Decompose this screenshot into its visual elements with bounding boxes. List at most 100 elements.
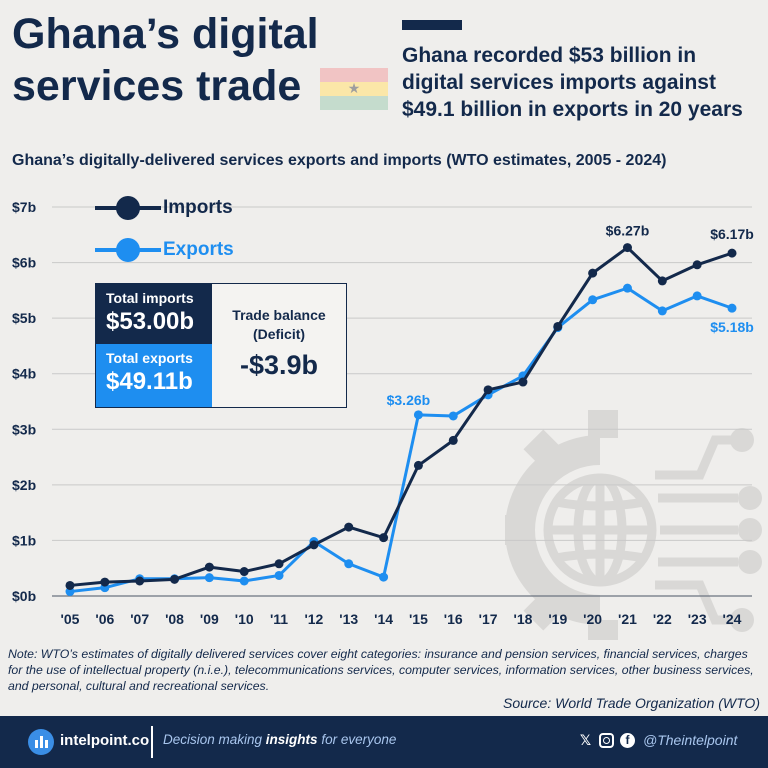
footer-bar: intelpoint.co Decision making insights f… [0, 716, 768, 768]
line-chart: $0b $1b $2b $3b $4b $5b $6b $7b '05 '06 '07 '08 '09… [12, 199, 762, 640]
data-point-exports [204, 573, 214, 583]
data-point-exports [448, 411, 458, 421]
totals-box: Total imports $53.00b Total exports $49.… [95, 283, 347, 408]
total-imports-label: Total imports [106, 290, 194, 306]
x-tick-label: '24 [723, 611, 742, 627]
social-links: 𝕏 f @Theintelpoint [578, 731, 738, 749]
x-tick-label: '15 [409, 611, 428, 627]
source-credit: Source: World Trade Organization (WTO) [502, 695, 760, 711]
x-tick-label: '07 [130, 611, 149, 627]
x-tick-label: '11 [270, 611, 288, 627]
intelpoint-logo-icon [28, 729, 54, 755]
subtitle: Ghana recorded $53 billion in digital se… [402, 44, 743, 121]
y-tick-label: $2b [12, 477, 36, 493]
x-tick-label: '22 [653, 611, 672, 627]
data-point-exports [379, 572, 389, 582]
x-tick-label: '12 [304, 611, 323, 627]
x-icon[interactable]: 𝕏 [579, 731, 592, 748]
main-title: Ghana’s digital services trade [12, 10, 319, 110]
x-tick-label: '20 [583, 611, 602, 627]
data-point-imports [100, 577, 110, 587]
data-point-imports [588, 268, 598, 278]
total-exports-value: $49.11b [106, 368, 193, 395]
y-tick-label: $0b [12, 588, 36, 604]
x-tick-label: '14 [374, 611, 393, 627]
y-tick-label: $5b [12, 310, 36, 326]
data-point-imports [553, 321, 563, 331]
x-tick-label: '10 [235, 611, 254, 627]
x-tick-label: '16 [444, 611, 463, 627]
subtitle-accent-bar [402, 20, 462, 30]
x-tick-label: '06 [95, 611, 114, 627]
data-point-imports [239, 567, 249, 577]
chart-title: Ghana’s digitally-delivered services exp… [12, 152, 667, 169]
total-exports-label: Total exports [106, 350, 193, 366]
total-imports-panel: Total imports $53.00b [96, 284, 212, 344]
data-point-imports [518, 377, 528, 387]
x-tick-label: '23 [688, 611, 707, 627]
data-point-imports [379, 533, 389, 543]
x-tick-label: '08 [165, 611, 184, 627]
data-point-exports [657, 306, 667, 316]
data-point-exports [274, 570, 284, 580]
data-label: $6.17b [710, 226, 754, 242]
star-icon: ★ [347, 80, 361, 96]
y-tick-label: $7b [12, 199, 36, 215]
facebook-icon[interactable]: f [620, 732, 635, 748]
legend-marker-exports [116, 238, 140, 262]
x-tick-label: '13 [339, 611, 358, 627]
data-point-imports [135, 576, 145, 586]
data-point-imports [170, 574, 180, 584]
series-line-imports [69, 246, 733, 587]
data-point-imports [204, 562, 214, 572]
tagline-end: for everyone [317, 732, 397, 747]
data-point-imports [65, 580, 75, 590]
y-tick-label: $6b [12, 255, 36, 271]
x-tick-label: '05 [61, 611, 80, 627]
tagline-start: Decision making [163, 732, 266, 747]
data-point-imports [274, 559, 284, 569]
data-point-exports [413, 410, 423, 420]
total-imports-value: $53.00b [106, 308, 195, 335]
data-point-imports [483, 385, 493, 395]
data-label: $3.26b [387, 392, 431, 408]
data-label: $5.18b [710, 319, 754, 335]
legend-label-imports: Imports [163, 197, 233, 218]
data-point-exports [239, 576, 249, 586]
x-tick-label: '18 [513, 611, 532, 627]
data-point-imports [727, 248, 737, 258]
legend-marker-imports [116, 196, 140, 220]
ghana-flag-icon: ★ [320, 68, 388, 110]
data-point-imports [622, 243, 632, 253]
data-point-imports [344, 522, 354, 532]
brand-name[interactable]: intelpoint.co [60, 732, 150, 749]
data-point-imports [692, 260, 702, 270]
total-exports-panel: Total exports $49.11b [96, 344, 212, 407]
x-tick-label: '19 [548, 611, 567, 627]
y-tick-label: $3b [12, 421, 36, 437]
x-tick-label: '17 [479, 611, 498, 627]
instagram-icon[interactable] [599, 732, 614, 748]
data-point-exports [727, 303, 737, 313]
x-tick-label: '21 [618, 611, 637, 627]
tagline-emphasis: insights [265, 732, 318, 747]
data-point-exports [622, 283, 632, 293]
footer-divider [151, 726, 153, 758]
data-point-imports [309, 540, 319, 550]
social-handle[interactable]: @Theintelpoint [643, 732, 738, 748]
trade-balance-label: Trade balance (Deficit) [232, 307, 326, 342]
legend-label-exports: Exports [163, 239, 234, 260]
data-label: $6.27b [606, 223, 650, 239]
data-point-exports [588, 295, 598, 305]
data-point-exports [692, 291, 702, 301]
trade-balance-value: -$3.9b [239, 350, 319, 380]
data-point-imports [657, 276, 667, 286]
data-point-imports [413, 460, 423, 470]
methodology-note: Note: WTO’s estimates of digitally deliv… [8, 647, 754, 693]
data-point-imports [448, 435, 458, 445]
y-tick-label: $4b [12, 366, 36, 382]
y-tick-label: $1b [12, 532, 36, 548]
data-point-exports [344, 559, 354, 569]
tagline: Decision making insights for everyone [163, 732, 396, 747]
gear-globe-watermark-icon [505, 410, 762, 640]
